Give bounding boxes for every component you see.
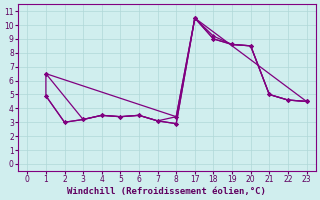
X-axis label: Windchill (Refroidissement éolien,°C): Windchill (Refroidissement éolien,°C) — [68, 187, 266, 196]
